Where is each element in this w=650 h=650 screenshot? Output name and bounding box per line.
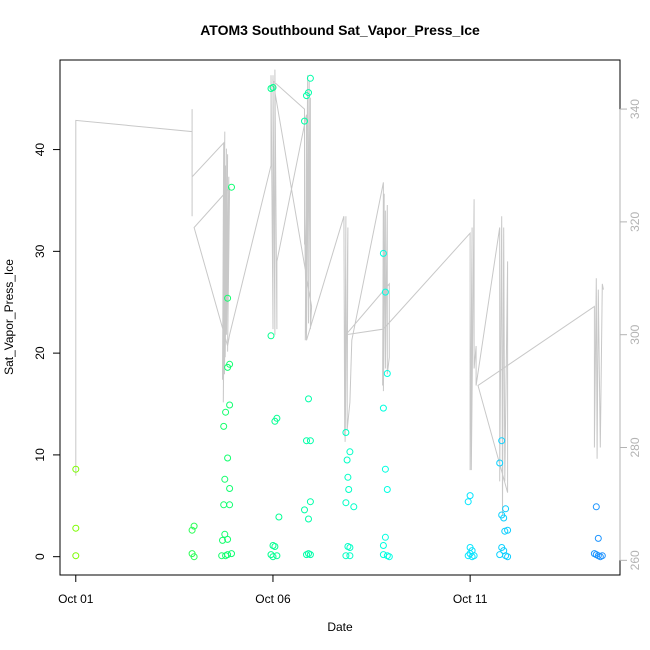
data-point	[306, 74, 314, 82]
data-point	[379, 249, 387, 257]
data-point	[466, 492, 474, 500]
data-point	[496, 551, 504, 559]
y-tick-label: 40	[33, 143, 47, 157]
data-point	[500, 514, 508, 522]
data-point	[190, 522, 198, 530]
data-point	[342, 552, 350, 560]
data-point	[190, 553, 198, 561]
x-tick-label: Oct 01	[58, 592, 94, 606]
y-tick-label: 0	[33, 553, 47, 560]
data-point	[228, 183, 235, 191]
data-point	[470, 552, 478, 560]
data-point	[306, 551, 314, 559]
x-tick-label: Oct 11	[453, 592, 488, 606]
data-point	[379, 542, 387, 549]
data-point	[344, 473, 352, 481]
data-point	[188, 526, 196, 534]
data-point	[464, 498, 472, 506]
data-point	[220, 501, 228, 509]
data-point	[305, 395, 312, 403]
data-point	[379, 404, 387, 412]
data-point	[381, 465, 389, 473]
data-point	[269, 553, 277, 561]
data-point	[342, 429, 350, 436]
data-point	[219, 536, 226, 544]
data-point	[221, 475, 229, 483]
data-point	[224, 535, 232, 543]
data-point	[226, 485, 234, 492]
plot-area	[59, 59, 621, 576]
y-tick-label: 30	[33, 244, 47, 258]
y2-tick-label: 340	[628, 99, 642, 119]
data-point	[350, 503, 358, 511]
data-point	[228, 550, 235, 558]
data-points-layer	[72, 74, 606, 561]
data-point	[501, 527, 509, 535]
data-point	[345, 486, 353, 493]
y2-tick-label: 260	[628, 550, 642, 570]
data-point	[269, 84, 277, 91]
data-point	[275, 513, 283, 521]
data-point	[385, 553, 393, 561]
data-point	[224, 454, 232, 462]
y-tick-label: 10	[33, 448, 47, 462]
data-point	[226, 501, 234, 509]
data-point	[306, 437, 314, 445]
data-point	[267, 332, 275, 340]
data-point	[346, 552, 354, 560]
data-point	[303, 437, 310, 445]
plot-frame	[59, 59, 621, 576]
y2-tick-label: 300	[628, 324, 642, 344]
data-point	[224, 294, 232, 302]
x-axis-label: Date	[327, 620, 353, 634]
data-point	[383, 370, 391, 377]
data-point	[502, 505, 510, 513]
data-point	[224, 551, 232, 559]
data-point	[379, 551, 387, 559]
data-point	[592, 503, 600, 511]
data-point	[594, 534, 602, 542]
data-point	[342, 499, 350, 507]
data-point	[306, 498, 314, 506]
data-point	[271, 543, 279, 550]
data-point	[72, 465, 80, 473]
data-point	[343, 456, 351, 464]
data-point	[273, 552, 281, 560]
data-point	[222, 408, 230, 416]
data-point	[72, 524, 80, 532]
data-point	[72, 552, 80, 560]
data-point	[220, 422, 228, 430]
data-point	[504, 553, 512, 561]
data-point	[498, 437, 506, 445]
data-point	[598, 552, 606, 560]
data-point	[305, 89, 312, 97]
y2-tick-label: 320	[628, 212, 642, 232]
data-point	[273, 414, 281, 422]
data-point	[301, 117, 308, 125]
series-line	[75, 69, 604, 516]
data-point	[346, 544, 354, 551]
data-point	[381, 288, 389, 296]
data-point	[301, 506, 308, 514]
data-point	[381, 533, 389, 541]
chart-title: ATOM3 Southbound Sat_Vapor_Press_Ice	[200, 22, 480, 38]
humidity-line-layer	[75, 69, 604, 516]
data-point	[226, 360, 234, 368]
data-point	[383, 486, 391, 493]
data-point	[305, 515, 312, 523]
data-point	[226, 401, 234, 409]
y-tick-label: 20	[33, 346, 47, 360]
axes-layer: 0 10 20 30 40 260 280 300 320 340 Oct 01 Oct 06 Oct …	[33, 99, 642, 606]
x-tick-label: Oct 06	[255, 592, 291, 606]
data-point	[221, 530, 229, 538]
data-point	[346, 448, 354, 456]
y2-tick-label: 280	[628, 437, 642, 457]
data-point	[496, 459, 504, 467]
y-axis-label: Sat_Vapor_Press_Ice	[2, 259, 16, 375]
